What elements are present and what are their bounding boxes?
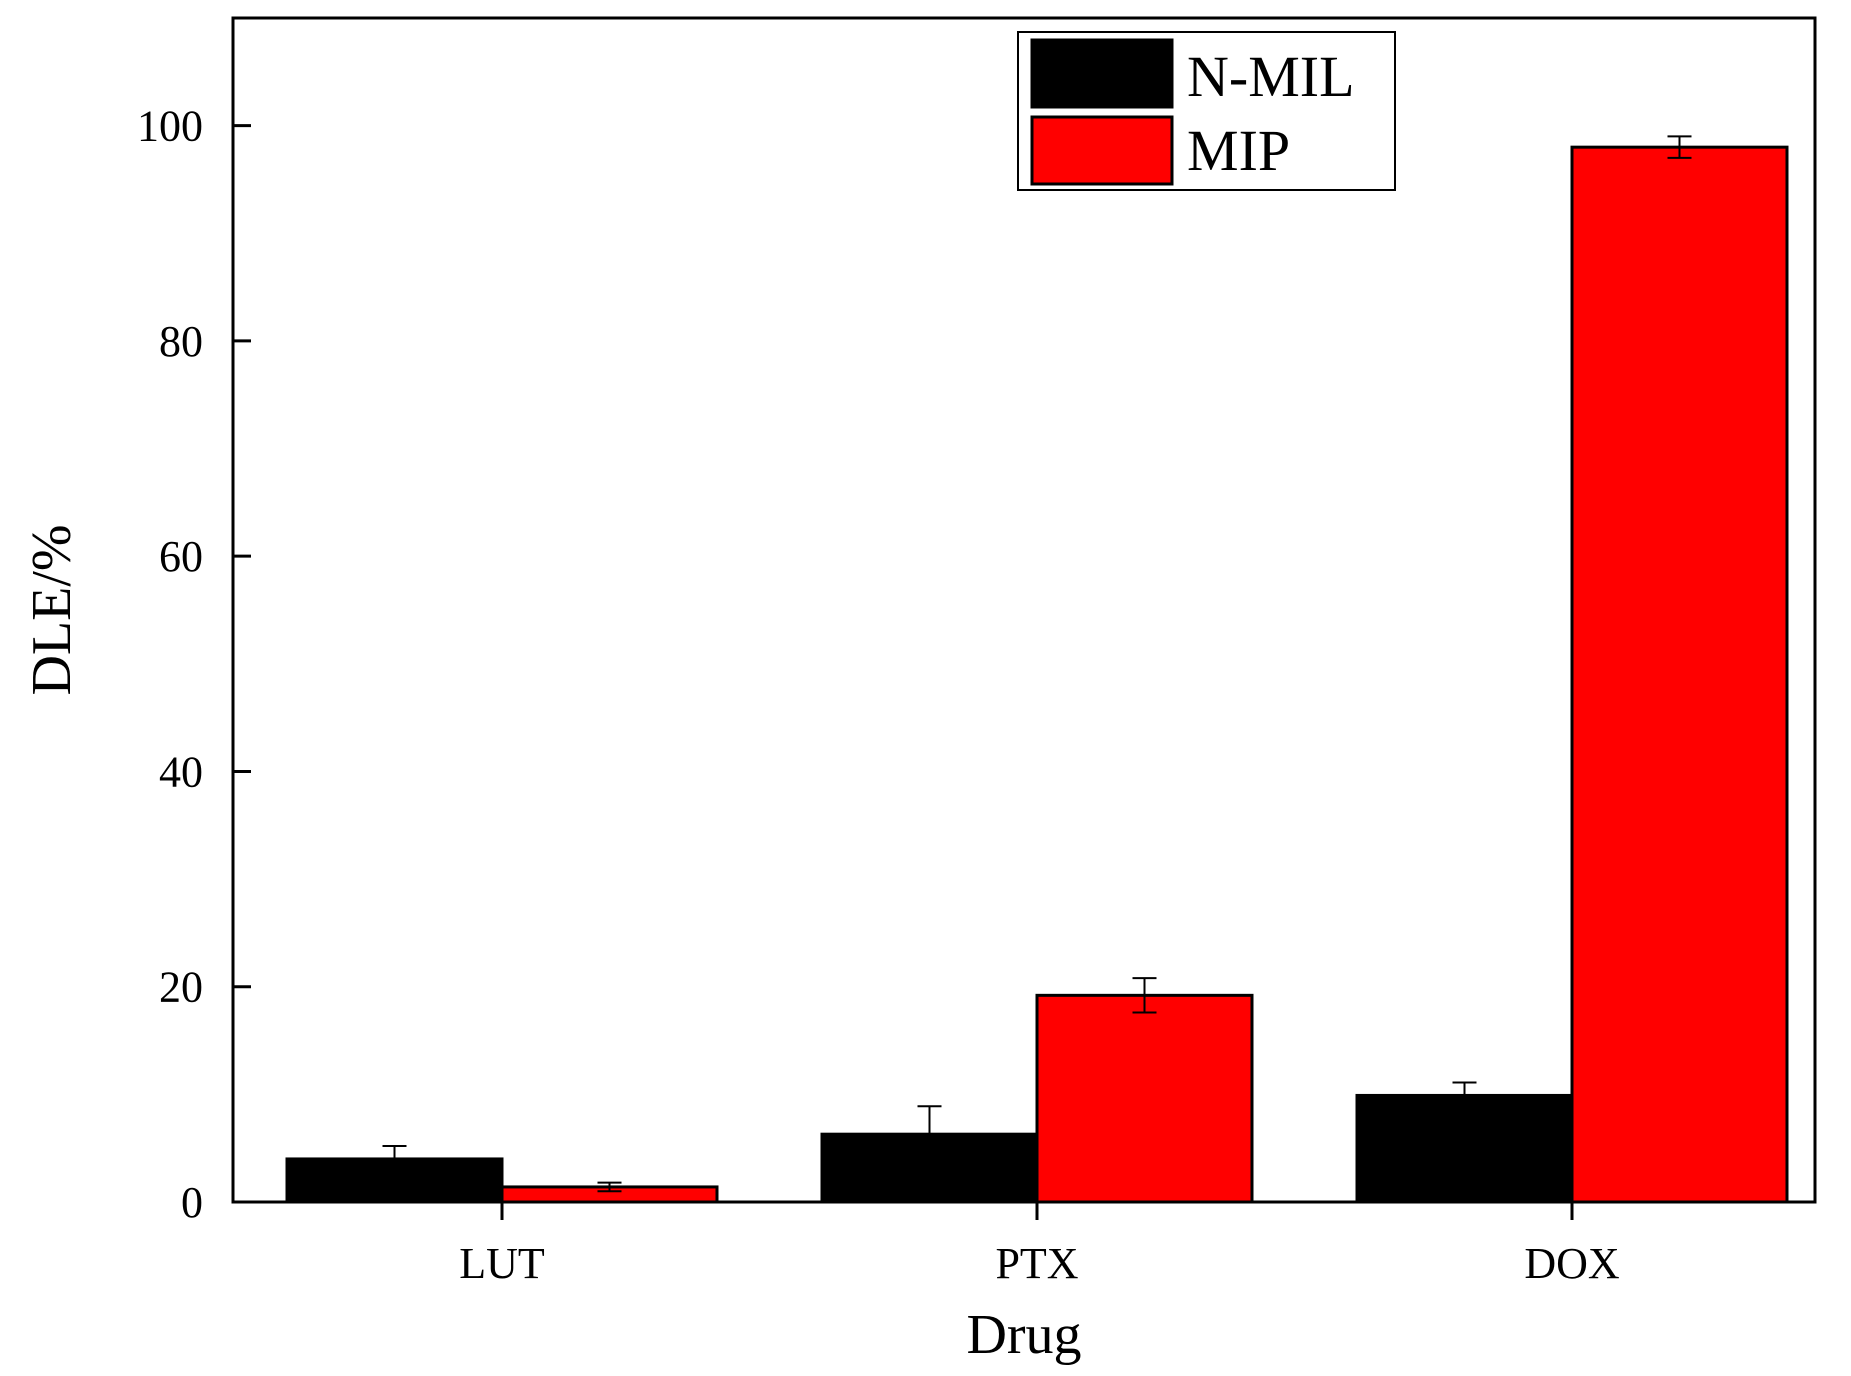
error-bars-layer xyxy=(382,135,1692,1193)
bar-n-mil-dox xyxy=(1355,1093,1574,1204)
x-axis-title: Drug xyxy=(966,1304,1081,1366)
legend-label-mip: MIP xyxy=(1187,118,1290,183)
y-axis-title: DLE/% xyxy=(21,524,83,695)
y-tick-label-60: 60 xyxy=(159,532,203,581)
y-tick-label-0: 0 xyxy=(181,1178,203,1227)
bar-mip-ptx xyxy=(1035,993,1254,1204)
y-tick-label-100: 100 xyxy=(137,102,203,151)
legend-swatch-mip xyxy=(1030,115,1174,186)
x-tick-label-lut: LUT xyxy=(459,1239,545,1288)
legend-label-n-mil: N-MIL xyxy=(1187,44,1355,109)
x-tick-label-dox: DOX xyxy=(1524,1239,1619,1288)
y-tick-label-80: 80 xyxy=(159,317,203,366)
x-axis: LUT PTX DOX xyxy=(459,1202,1620,1288)
y-tick-label-40: 40 xyxy=(159,747,203,796)
legend-swatch-n-mil xyxy=(1030,38,1174,109)
y-axis: 0 20 40 60 80 100 xyxy=(137,102,251,1227)
bar-mip-dox xyxy=(1570,145,1789,1204)
bars-layer xyxy=(285,145,1789,1204)
x-tick-label-ptx: PTX xyxy=(995,1239,1078,1288)
y-tick-label-20: 20 xyxy=(159,963,203,1012)
legend: N-MIL MIP xyxy=(1017,31,1396,191)
